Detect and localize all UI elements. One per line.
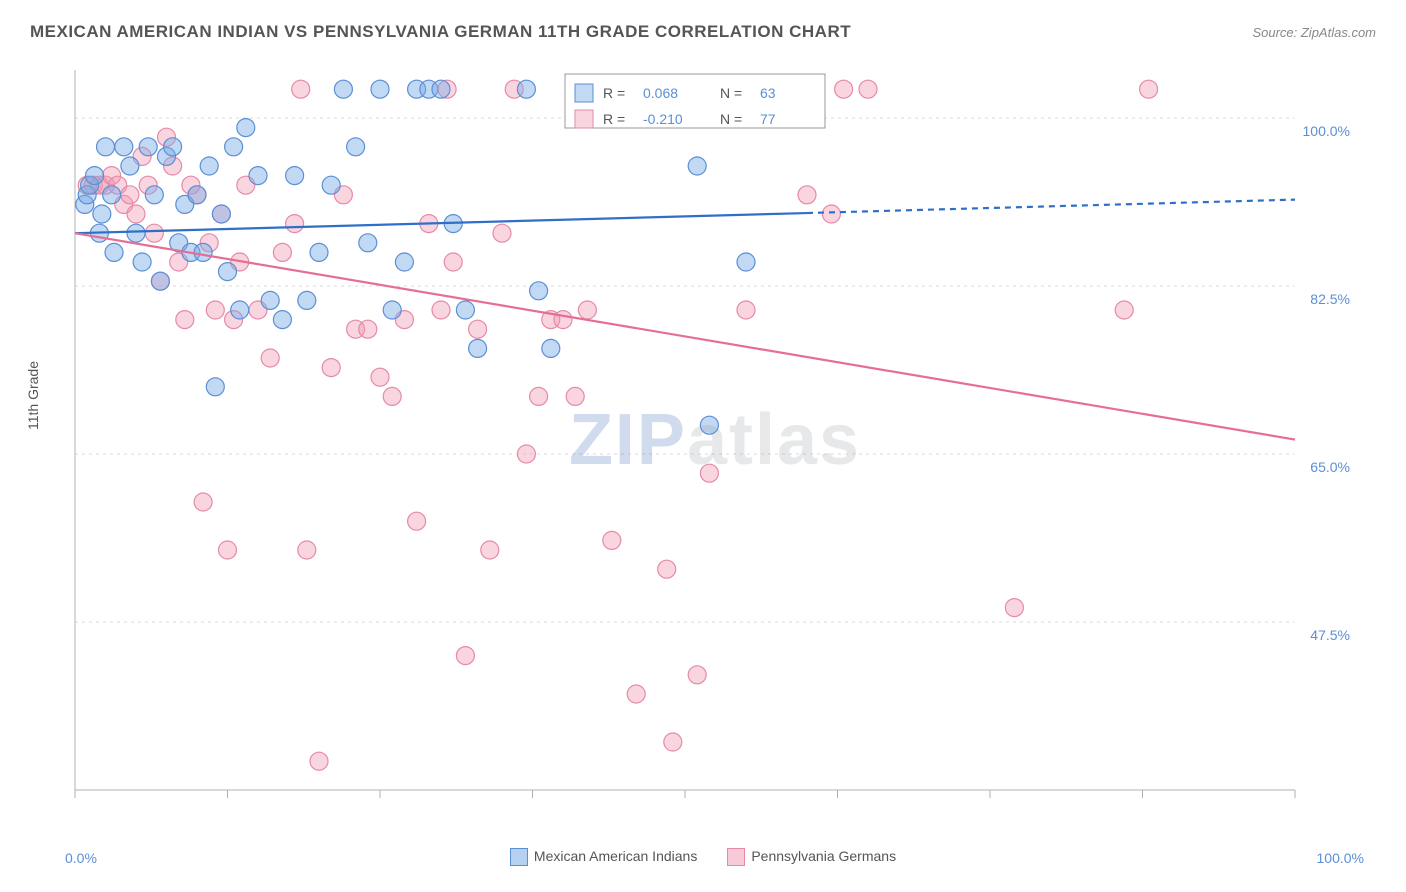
svg-text:65.0%: 65.0% <box>1310 459 1350 475</box>
svg-text:R =: R = <box>603 85 625 101</box>
y-axis-label: 11th Grade <box>25 361 41 430</box>
source-label: Source: ZipAtlas.com <box>1252 25 1376 40</box>
chart-title: MEXICAN AMERICAN INDIAN VS PENNSYLVANIA … <box>30 22 851 42</box>
legend-swatch <box>727 848 745 866</box>
svg-text:63: 63 <box>760 85 776 101</box>
legend-label: Mexican American Indians <box>534 848 697 864</box>
svg-text:77: 77 <box>760 111 776 127</box>
svg-text:-0.210: -0.210 <box>643 111 683 127</box>
svg-text:N =: N = <box>720 111 742 127</box>
bottom-legend: Mexican American Indians Pennsylvania Ger… <box>0 848 1406 866</box>
scatter-chart: 47.5% 65.0% 82.5% 100.0% R = 0.068 N = 63 R = -0.… <box>65 60 1365 820</box>
legend-swatch <box>510 848 528 866</box>
legend-item: Mexican American Indians <box>510 848 697 866</box>
legend-item: Pennsylvania Germans <box>727 848 896 866</box>
legend-label: Pennsylvania Germans <box>751 848 896 864</box>
chart-area: 47.5% 65.0% 82.5% 100.0% R = 0.068 N = 63 R = -0.… <box>65 60 1365 820</box>
svg-text:0.068: 0.068 <box>643 85 678 101</box>
svg-text:47.5%: 47.5% <box>1310 627 1350 643</box>
svg-text:R =: R = <box>603 111 625 127</box>
svg-text:100.0%: 100.0% <box>1303 123 1350 139</box>
svg-text:82.5%: 82.5% <box>1310 291 1350 307</box>
svg-text:N =: N = <box>720 85 742 101</box>
